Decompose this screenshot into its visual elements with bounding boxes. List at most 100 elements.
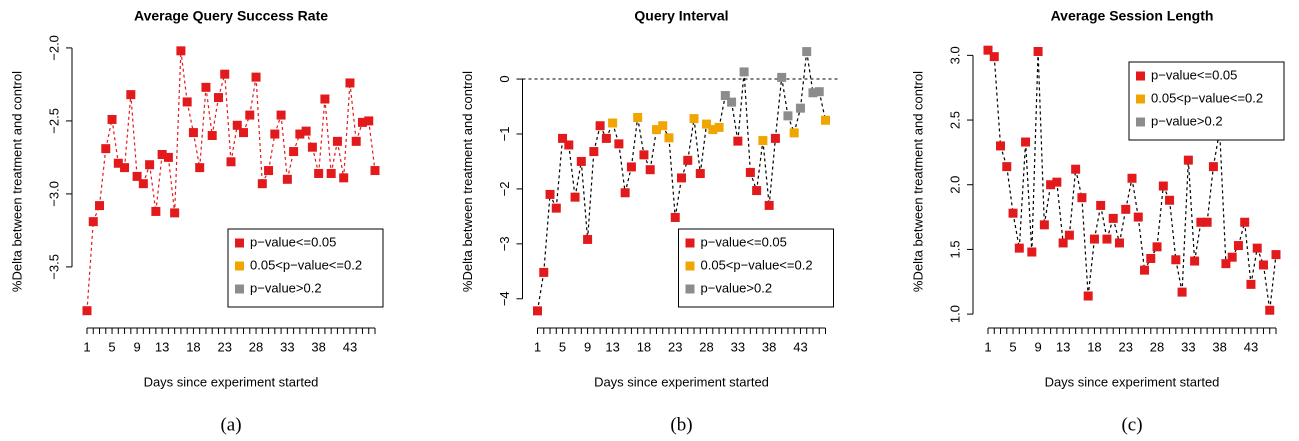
point [176,46,186,56]
point [1265,305,1275,315]
connector [1168,200,1177,260]
connector [806,51,814,93]
point [814,87,824,97]
connector [336,141,345,178]
panel: Average Session Length Days since experim… [910,8,1285,435]
point [1027,247,1037,257]
point [370,166,380,176]
x-tick-label: 23 [668,339,682,354]
point [658,121,668,131]
legend-label: p−value<=0.05 [1151,67,1237,82]
point [1146,253,1156,263]
panel: Average Query Success Rate Days since exp… [9,8,384,435]
y-tick-label: −4 [497,291,512,306]
x-tick-label: 38 [311,339,325,354]
connector [192,132,201,168]
point [558,133,568,143]
point [764,200,774,210]
point [195,163,205,173]
connector [1056,182,1064,244]
connector [1244,222,1252,285]
point [1183,155,1193,165]
point [326,168,336,178]
point [151,206,161,216]
x-tick-label: 33 [280,339,294,354]
connector [624,166,632,193]
legend-label: 0.05<p−value<=0.2 [701,257,813,272]
point [1039,220,1049,230]
connector [349,82,357,142]
x-tick-label: 33 [1181,339,1195,354]
point [1227,252,1237,262]
connector [1024,142,1033,253]
x-tick-label: 28 [1150,339,1164,354]
point [752,186,762,196]
point [1083,291,1093,301]
connector [536,272,545,311]
point [1058,238,1068,248]
connector [793,108,802,134]
connector [618,143,626,193]
legend-label: p−value>0.2 [1151,113,1223,128]
point [213,93,223,103]
point [533,306,542,316]
y-tick-label: −3.0 [46,181,61,207]
point [107,114,117,124]
point [264,166,274,176]
legend-label: p−value<=0.05 [701,234,787,249]
x-axis-label: Days since experiment started [144,374,319,389]
point [1240,217,1250,227]
point [251,72,261,82]
connector [199,87,207,168]
point [1114,238,1124,248]
x-tick-label: 43 [343,339,357,354]
connector [123,94,132,168]
panel: Query Interval Days since experiment star… [460,8,841,435]
connector [105,119,113,149]
connector [186,101,195,133]
point [295,129,305,139]
caption: (c) [1121,414,1142,435]
connector [762,140,770,206]
connector [693,118,701,174]
y-tick-label: 0 [497,75,512,82]
legend-label: 0.05<p−value<=0.2 [250,257,362,272]
x-axis-label: Days since experiment started [1045,374,1220,389]
legend-box [227,228,384,308]
point [545,189,555,199]
point [539,267,549,277]
point [633,113,643,123]
legend-label: 0.05<p−value<=0.2 [1151,90,1263,105]
point [245,110,255,120]
connector [311,147,320,174]
y-tick-label: 3.0 [947,46,962,64]
point [802,47,812,57]
point [639,150,649,160]
connector [580,161,589,240]
connector [1250,248,1258,285]
point [1121,204,1131,214]
x-tick-label: 43 [793,339,807,354]
point [88,217,98,227]
x-tick-label: 13 [605,339,619,354]
connector [543,194,551,273]
point [220,69,230,79]
connector [149,164,157,212]
x-tick-label: 13 [1056,339,1070,354]
connector [799,51,808,109]
connector [1156,185,1164,247]
connector [649,129,658,170]
point [364,116,374,126]
x-tick-label: 23 [1119,339,1133,354]
point [201,82,211,92]
point [1071,164,1081,174]
connector [1269,254,1277,311]
x-tick-label: 18 [1087,339,1101,354]
legend-swatch [235,284,244,294]
point [138,179,148,189]
connector [781,77,789,116]
point [239,128,249,138]
connector [249,77,257,116]
point [708,125,718,135]
point [1108,213,1118,223]
